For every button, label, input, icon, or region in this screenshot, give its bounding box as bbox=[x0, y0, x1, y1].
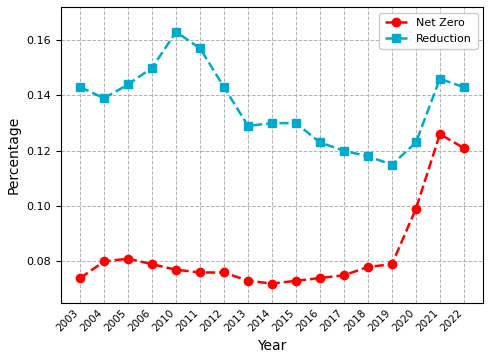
Net Zero bbox=[269, 282, 275, 286]
Net Zero bbox=[461, 146, 467, 150]
Net Zero bbox=[101, 259, 107, 264]
Net Zero bbox=[365, 265, 371, 269]
Reduction bbox=[269, 121, 275, 125]
Reduction bbox=[77, 85, 83, 89]
Reduction bbox=[437, 77, 443, 81]
Reduction bbox=[173, 30, 179, 34]
X-axis label: Year: Year bbox=[257, 339, 287, 353]
Reduction bbox=[149, 66, 155, 70]
Net Zero bbox=[173, 267, 179, 272]
Reduction bbox=[125, 82, 131, 86]
Reduction bbox=[293, 121, 299, 125]
Net Zero bbox=[389, 262, 395, 266]
Reduction bbox=[197, 46, 203, 51]
Reduction bbox=[317, 140, 323, 145]
Reduction bbox=[101, 96, 107, 100]
Net Zero bbox=[149, 262, 155, 266]
Legend: Net Zero, Reduction: Net Zero, Reduction bbox=[379, 13, 477, 49]
Net Zero bbox=[77, 276, 83, 280]
Net Zero bbox=[341, 273, 347, 278]
Reduction bbox=[245, 124, 251, 128]
Net Zero bbox=[125, 257, 131, 261]
Reduction bbox=[461, 85, 467, 89]
Net Zero bbox=[245, 279, 251, 283]
Line: Reduction: Reduction bbox=[76, 28, 468, 169]
Y-axis label: Percentage: Percentage bbox=[7, 116, 21, 194]
Net Zero bbox=[293, 279, 299, 283]
Line: Net Zero: Net Zero bbox=[76, 130, 468, 288]
Reduction bbox=[389, 162, 395, 167]
Reduction bbox=[365, 154, 371, 158]
Net Zero bbox=[221, 270, 227, 275]
Net Zero bbox=[413, 207, 419, 211]
Net Zero bbox=[437, 132, 443, 136]
Net Zero bbox=[197, 270, 203, 275]
Reduction bbox=[341, 149, 347, 153]
Reduction bbox=[221, 85, 227, 89]
Reduction bbox=[413, 140, 419, 145]
Net Zero bbox=[317, 276, 323, 280]
